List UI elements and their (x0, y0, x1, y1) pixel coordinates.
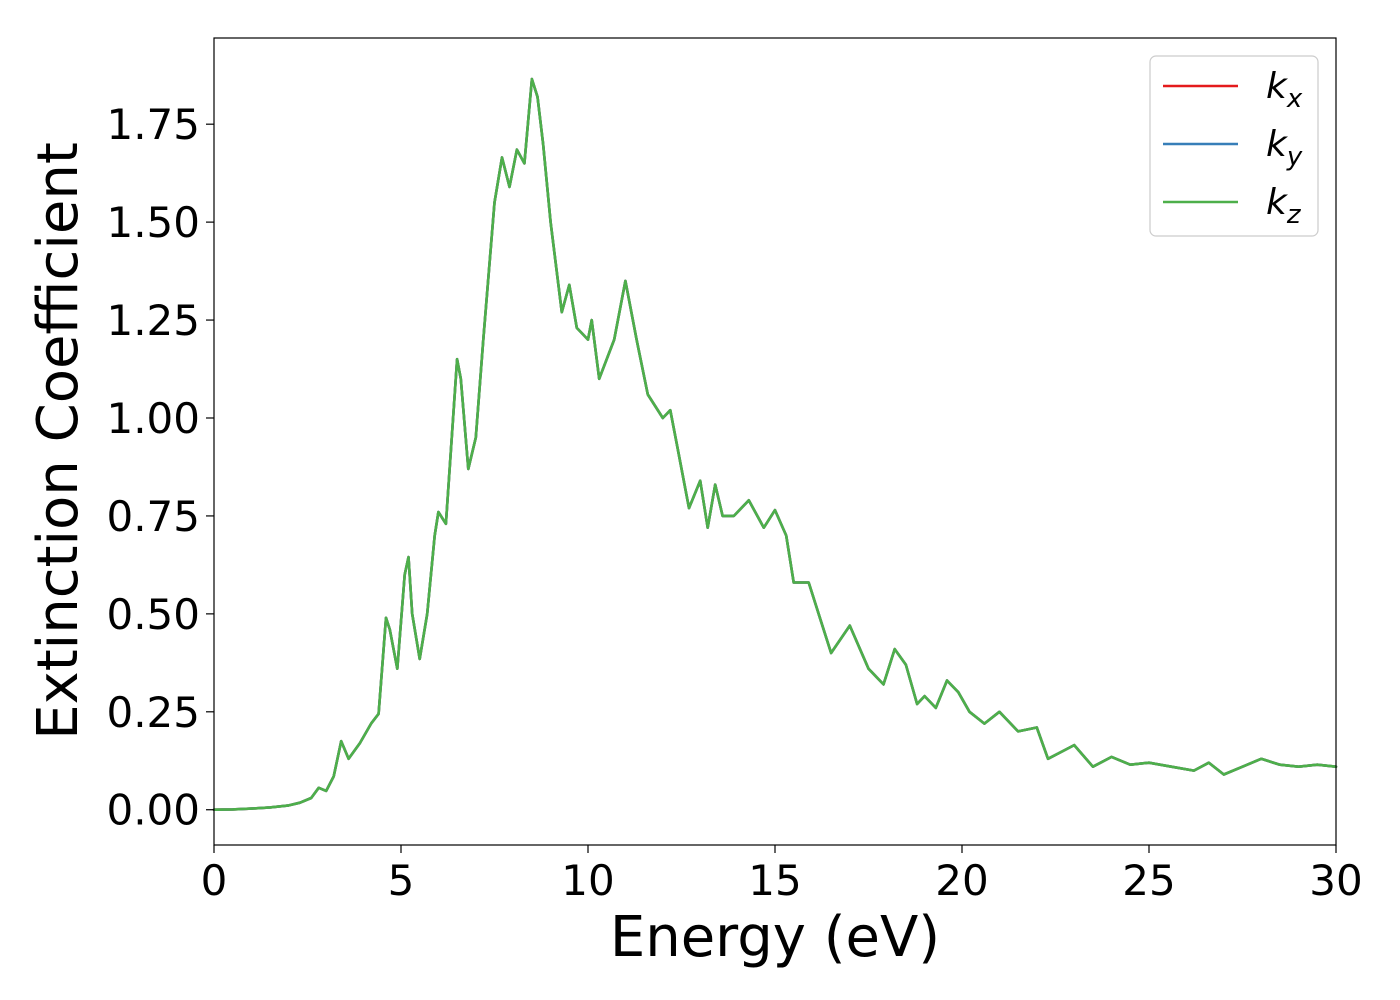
x-tick-label: 30 (1309, 856, 1362, 905)
x-tick-label: 15 (748, 856, 801, 905)
legend-box (1149, 55, 1319, 237)
y-tick-label: 1.25 (106, 296, 200, 345)
series-layer (212, 77, 1338, 811)
x-axis-label: Energy (eV) (610, 905, 940, 970)
x-tick-label: 5 (388, 856, 415, 905)
series-line-k-z (212, 77, 1338, 811)
legend-label-main: k (1266, 66, 1289, 107)
y-axis-label: Extinction Coefficient (26, 142, 91, 740)
y-tick-label: 1.75 (106, 100, 200, 149)
x-tick-label: 25 (1122, 856, 1175, 905)
y-axis-ticks: 0.00 0.25 0.50 0.75 1.00 1.25 1.50 1.75 (106, 100, 214, 835)
y-tick-label: 1.00 (106, 394, 200, 443)
y-tick-label: 0.50 (106, 590, 200, 639)
legend-label-subscript: y (1286, 142, 1303, 172)
y-tick-label: 0.75 (106, 492, 200, 541)
legend-label-subscript: x (1286, 84, 1303, 114)
y-tick-label: 1.50 (106, 198, 200, 247)
x-tick-label: 20 (935, 856, 988, 905)
x-tick-label: 0 (201, 856, 228, 905)
x-tick-label: 10 (561, 856, 614, 905)
x-axis-ticks: 0 5 10 15 20 25 30 (201, 845, 1363, 905)
y-tick-label: 0.00 (106, 786, 200, 835)
legend-label-k-y: ky (1266, 124, 1303, 172)
legend-label-subscript: z (1286, 200, 1302, 230)
legend-label-k-z: kz (1266, 182, 1302, 230)
y-tick-label: 0.25 (106, 688, 200, 737)
legend-label-main: k (1266, 124, 1289, 165)
legend-label-main: k (1266, 182, 1289, 223)
legend-label-k-x: kx (1266, 66, 1303, 114)
